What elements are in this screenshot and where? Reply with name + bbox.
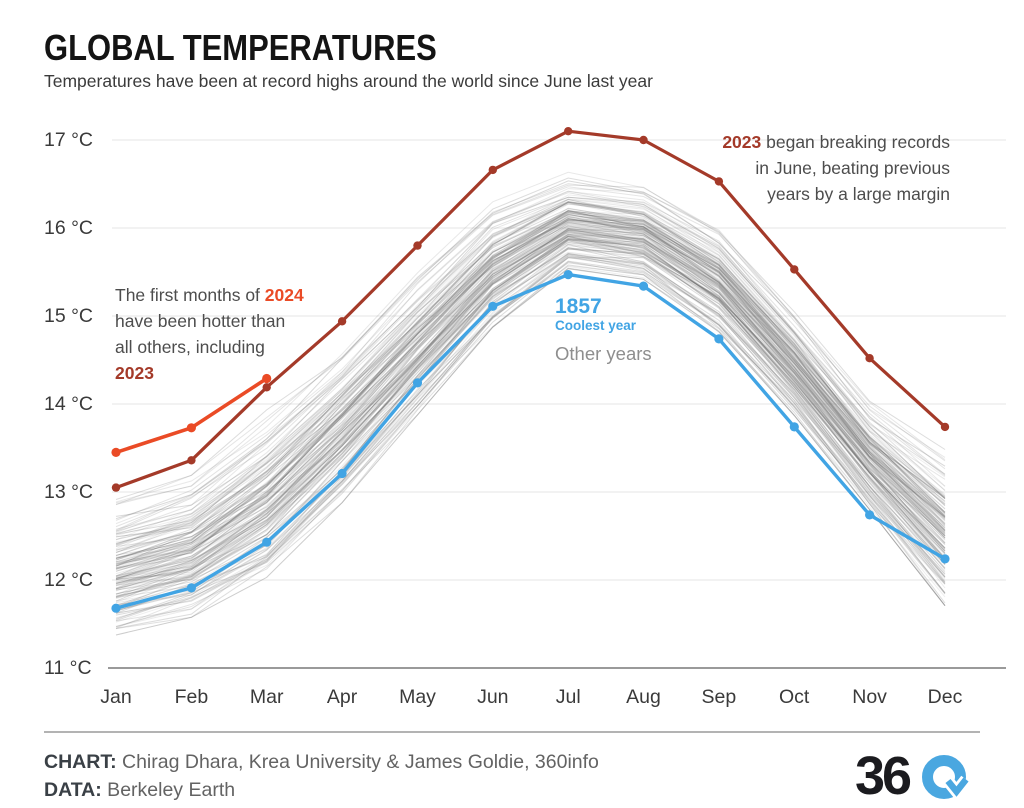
highlight-year-lines bbox=[111, 127, 950, 613]
footer-divider bbox=[44, 731, 980, 733]
annotation-2024-line3: all others, including bbox=[115, 337, 265, 357]
other-years-lines bbox=[115, 171, 946, 636]
series-2023 bbox=[111, 127, 950, 492]
chart-credit-text: Chirag Dhara, Krea University & James Go… bbox=[116, 751, 599, 773]
legend-1857-label: 1857 bbox=[555, 295, 602, 318]
annotation-2024-line2: have been hotter than bbox=[115, 311, 286, 331]
y-tick-14c: 14 °C bbox=[44, 393, 93, 415]
x-tick-jan: Jan bbox=[100, 686, 132, 708]
x-tick-dec: Dec bbox=[927, 686, 963, 708]
legend-coolest-label: Coolest year bbox=[555, 318, 637, 333]
x-tick-mar: Mar bbox=[249, 686, 284, 708]
series-1857 bbox=[111, 270, 950, 613]
annotation-2023-line2: in June, beating previous bbox=[755, 158, 950, 178]
y-tick-13c: 13 °C bbox=[44, 481, 93, 503]
y-tick-11c: 11 °C bbox=[44, 657, 92, 679]
y-tick-12c: 12 °C bbox=[44, 569, 93, 591]
x-tick-jun: Jun bbox=[477, 686, 509, 708]
data-credit-text: Berkeley Earth bbox=[101, 778, 236, 801]
inline-legend: 1857 Coolest year Other years bbox=[555, 296, 652, 365]
data-credit-line: DATA: Berkeley Earth bbox=[44, 777, 599, 805]
y-tick-17c: 17 °C bbox=[44, 129, 93, 151]
x-tick-oct: Oct bbox=[779, 686, 810, 708]
360info-logo: 36 bbox=[855, 747, 971, 805]
gridlines bbox=[112, 139, 1006, 581]
x-tick-apr: Apr bbox=[326, 686, 358, 708]
y-tick-15c: 15 °C bbox=[44, 305, 93, 327]
annotation-2024-year-2023: 2023 bbox=[115, 363, 154, 383]
series-2024 bbox=[111, 373, 272, 457]
annotation-2024-line1: The first months of 2024 bbox=[115, 282, 304, 308]
annotation-2023-line1-text: began breaking records bbox=[761, 132, 950, 152]
y-tick-16c: 16 °C bbox=[44, 217, 93, 239]
page-subtitle: Temperatures have been at record highs a… bbox=[44, 71, 653, 91]
x-tick-jul: Jul bbox=[555, 686, 581, 708]
x-tick-may: May bbox=[399, 686, 436, 708]
footer-credits: CHART: Chirag Dhara, Krea University & J… bbox=[44, 749, 599, 804]
annotation-2024: The first months of 2024 have been hotte… bbox=[115, 282, 304, 386]
x-tick-feb: Feb bbox=[174, 686, 209, 708]
legend-other-years-label: Other years bbox=[555, 343, 652, 364]
data-credit-label: DATA: bbox=[44, 778, 102, 801]
x-tick-aug: Aug bbox=[626, 686, 661, 708]
annotation-2023-line3: years by a large margin bbox=[767, 184, 950, 204]
annotation-2023-line1: 2023 began breaking records bbox=[722, 129, 950, 155]
logo-36-text: 36 bbox=[855, 747, 911, 805]
x-tick-sep: Sep bbox=[701, 686, 737, 708]
annotation-2024-year: 2024 bbox=[264, 285, 304, 305]
logo-arrow-icon bbox=[945, 777, 969, 797]
annotation-2023: 2023 began breaking records in June, bea… bbox=[722, 129, 950, 207]
annotation-2024-line1-text: The first months of bbox=[115, 285, 265, 305]
chart-credit-line: CHART: Chirag Dhara, Krea University & J… bbox=[44, 749, 599, 777]
x-tick-nov: Nov bbox=[852, 686, 887, 708]
chart-credit-label: CHART: bbox=[44, 751, 117, 773]
page-title: GLOBAL TEMPERATURES bbox=[44, 27, 437, 68]
annotation-2023-year: 2023 bbox=[722, 132, 762, 152]
